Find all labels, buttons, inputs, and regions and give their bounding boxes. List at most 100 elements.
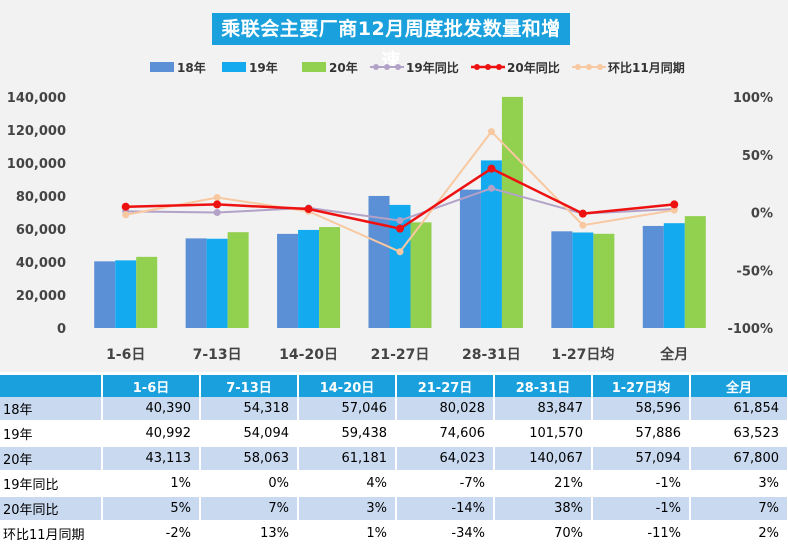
- table-cell: 4%: [298, 471, 397, 497]
- legend-label-yoy19: 19年同比: [406, 60, 459, 75]
- bar: [480, 160, 502, 328]
- table-row-label: 18年: [0, 397, 103, 422]
- legend-item-18: 18年: [150, 58, 206, 76]
- bar: [185, 238, 207, 328]
- bar: [277, 233, 299, 328]
- table-row: 20年 43,113 58,063 61,181 64,023 140,067 …: [0, 446, 788, 472]
- legend-swatch-18: [150, 62, 174, 72]
- bar: [227, 232, 249, 328]
- table-cell: 54,318: [200, 397, 299, 422]
- table-cell: 3%: [298, 496, 397, 522]
- y-tick-label: 40,000: [16, 256, 66, 271]
- table-cell: -34%: [396, 521, 495, 547]
- legend-item-yoy19: 19年同比: [370, 58, 459, 76]
- y-tick-label: 120,000: [7, 124, 66, 139]
- x-tick-label: 28-31日: [462, 347, 521, 363]
- table-cell: 61,181: [298, 446, 397, 472]
- table-cell: 64,023: [396, 446, 495, 472]
- table-cell: 59,438: [298, 421, 397, 447]
- legend: 18年 19年 20年 19年同比 20年同比 环比11月同期: [0, 58, 788, 76]
- legend-line-yoy19: [370, 64, 404, 70]
- y2-tick-label: -100%: [727, 322, 773, 337]
- y2-tick-label: 50%: [742, 149, 773, 164]
- table-cell: 7%: [200, 496, 299, 522]
- table-cell: 80,028: [396, 397, 495, 422]
- table-cell: 57,046: [298, 397, 397, 422]
- table-cell: 40,390: [102, 397, 201, 422]
- table-cell: 67,800: [690, 446, 788, 472]
- table-cell: 3%: [690, 471, 788, 497]
- bar: [136, 256, 158, 328]
- table-header-cell: 7-13日: [200, 375, 299, 397]
- table-cell: 43,113: [102, 446, 201, 472]
- y-tick-label: 0: [57, 322, 66, 337]
- line-point: [487, 184, 495, 192]
- table-row: 19年 40,992 54,094 59,438 74,606 101,570 …: [0, 421, 788, 447]
- table-cell: -2%: [102, 521, 201, 547]
- legend-label-mom: 环比11月同期: [608, 60, 685, 75]
- bar: [593, 233, 615, 328]
- line-point: [578, 209, 587, 218]
- table-row-label: 20年同比: [0, 496, 103, 522]
- table-cell: -1%: [592, 496, 691, 522]
- x-tick-label: 1-6日: [106, 347, 145, 363]
- bar: [459, 189, 481, 328]
- line-point: [670, 206, 678, 214]
- table-cell: 5%: [102, 496, 201, 522]
- bar: [551, 231, 573, 328]
- legend-swatch-20: [302, 62, 326, 72]
- data-table: 1-6日 7-13日 14-20日 21-27日 28-31日 1-27日均 全…: [0, 375, 788, 547]
- line-point: [396, 217, 404, 225]
- table-cell: -11%: [592, 521, 691, 547]
- line-point: [122, 211, 130, 219]
- line-point: [396, 248, 404, 256]
- x-tick-label: 1-27日均: [551, 346, 614, 363]
- table-header-cell: 28-31日: [494, 375, 593, 397]
- table-cell: 13%: [200, 521, 299, 547]
- bar: [410, 222, 432, 328]
- x-tick-label: 21-27日: [371, 347, 430, 363]
- table-cell: 70%: [494, 521, 593, 547]
- y2-tick-label: 100%: [733, 91, 773, 106]
- line-point: [213, 193, 221, 201]
- table-cell: 61,854: [690, 397, 788, 422]
- table-row-label: 19年同比: [0, 471, 103, 497]
- y2-tick-label: 0%: [751, 207, 773, 222]
- bar: [368, 195, 390, 328]
- table-header-cell: 21-27日: [396, 375, 495, 397]
- bar: [684, 216, 706, 328]
- table-row-label: 19年: [0, 421, 103, 447]
- line-point: [213, 209, 221, 216]
- x-tick-label: 14-20日: [279, 347, 338, 363]
- legend-item-20: 20年: [302, 58, 358, 76]
- table-cell: 1%: [298, 521, 397, 547]
- y-tick-label: 140,000: [7, 91, 66, 106]
- line-point: [121, 202, 130, 211]
- legend-line-mom: [572, 64, 606, 70]
- bar: [501, 96, 523, 328]
- table-row: 20年同比 5% 7% 3% -14% 38% -1% 7%: [0, 496, 788, 522]
- legend-swatch-19: [222, 62, 246, 72]
- legend-line-yoy20: [471, 64, 505, 70]
- table-header-cell: 1-6日: [102, 375, 201, 397]
- bar: [94, 261, 116, 328]
- x-tick-label: 全月: [659, 346, 688, 363]
- table-cell: 57,094: [592, 446, 691, 472]
- y-tick-label: 100,000: [7, 157, 66, 172]
- table-cell: 54,094: [200, 421, 299, 447]
- y2-tick-label: -50%: [736, 264, 773, 279]
- table-cell: 2%: [690, 521, 788, 547]
- table-row-label: 环比11月同期: [0, 521, 103, 547]
- line-point: [487, 164, 496, 173]
- table-cell: -14%: [396, 496, 495, 522]
- table-header-cell: [0, 375, 103, 397]
- bar: [389, 204, 411, 328]
- x-tick-label: 7-13日: [193, 347, 242, 363]
- bar: [572, 232, 594, 328]
- table-row-label: 20年: [0, 446, 103, 472]
- table-cell: 57,886: [592, 421, 691, 447]
- legend-item-yoy20: 20年同比: [471, 58, 560, 76]
- table-cell: 7%: [690, 496, 788, 522]
- legend-label-19: 19年: [249, 60, 278, 75]
- table-cell: 21%: [494, 471, 593, 497]
